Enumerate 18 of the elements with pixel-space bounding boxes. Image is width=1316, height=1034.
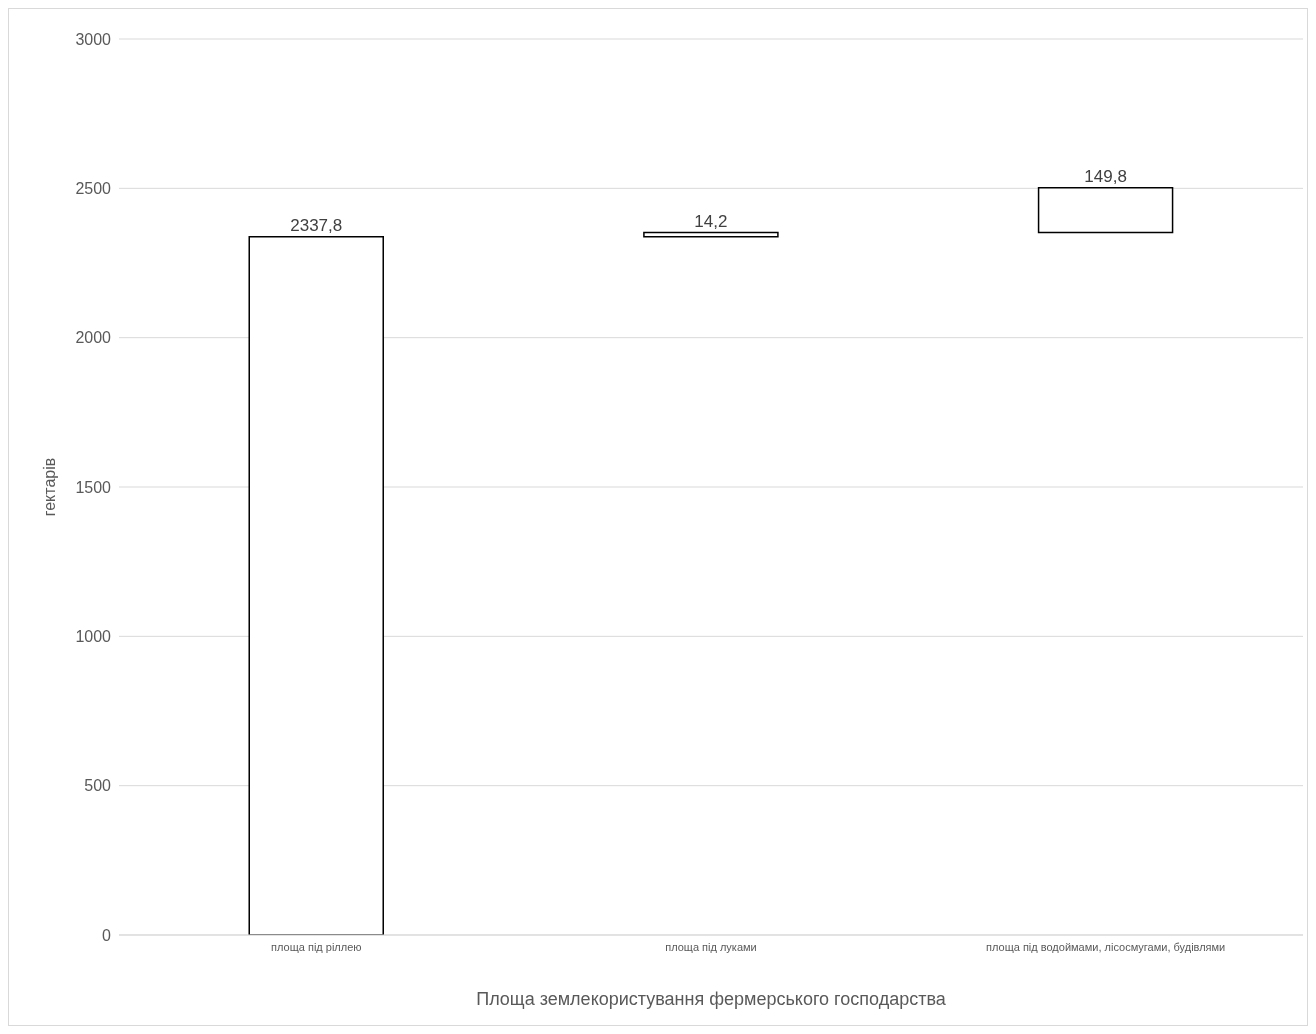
bar xyxy=(248,236,384,935)
x-tick-label: площа під водоймами, лісосмугами, будівлями xyxy=(986,940,1226,953)
y-tick-label: 3000 xyxy=(75,30,112,48)
y-tick-label: 0 xyxy=(102,926,112,944)
y-tick-label: 2000 xyxy=(75,329,112,347)
x-axis-title: Площа землекористування фермерського господарства xyxy=(476,989,947,1009)
y-axis-title: гектарів xyxy=(40,457,58,517)
bar xyxy=(643,231,779,238)
y-tick-label: 1000 xyxy=(75,628,112,646)
data-label: 149,8 xyxy=(1084,166,1127,186)
bar xyxy=(1037,187,1174,234)
y-tick-label: 1500 xyxy=(75,478,112,496)
x-tick-label: площа під ріллею xyxy=(271,940,362,953)
x-tick-label: площа під луками xyxy=(665,940,757,953)
y-tick-label: 2500 xyxy=(75,180,112,198)
data-label: 2337,8 xyxy=(290,215,343,235)
y-tick-label: 500 xyxy=(84,777,112,795)
data-label: 14,2 xyxy=(694,211,728,231)
